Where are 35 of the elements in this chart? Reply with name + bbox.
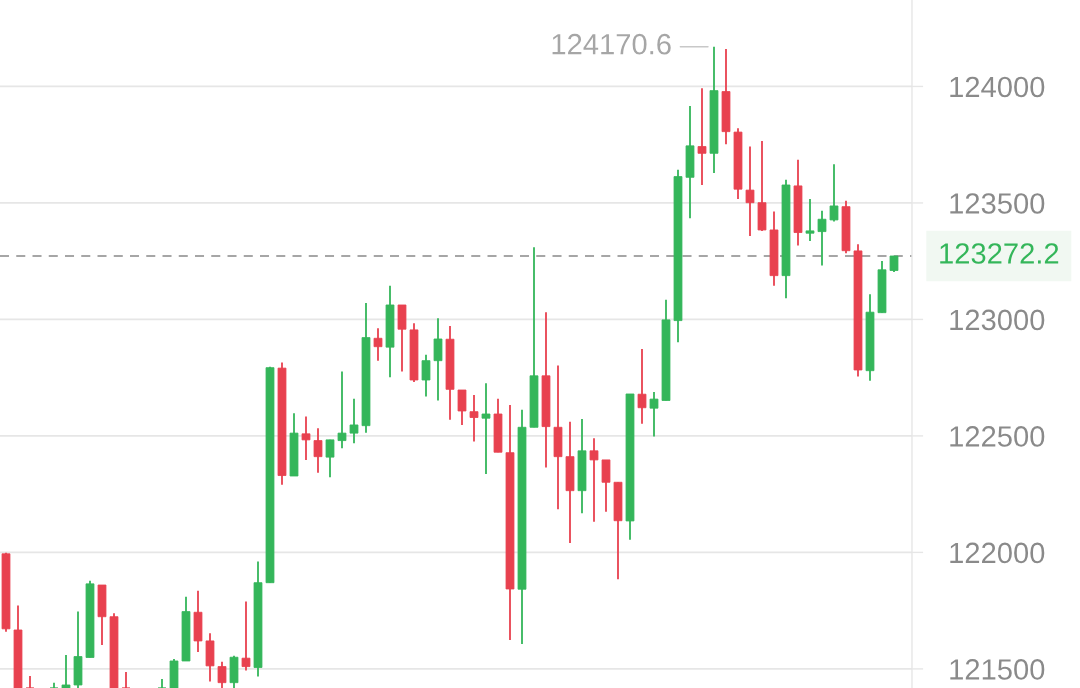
candlestick <box>817 209 827 267</box>
candlestick <box>349 397 359 445</box>
candlestick <box>649 391 659 438</box>
candlestick <box>805 198 815 242</box>
ref-line-label: 123272.2 <box>940 243 1059 264</box>
candlestick <box>601 459 611 513</box>
y-tick-label: 122000 <box>950 542 1045 564</box>
candlestick <box>121 671 131 688</box>
candlestick <box>469 394 479 443</box>
candlestick <box>301 415 311 461</box>
candlestick <box>829 163 839 223</box>
candlestick <box>217 660 227 688</box>
candlestick <box>457 389 467 426</box>
candlestick <box>325 438 335 479</box>
candlestick <box>25 674 35 688</box>
candlestick <box>61 654 71 688</box>
candlestick <box>589 437 599 523</box>
candlestick <box>637 348 647 425</box>
y-tick-label: 124000 <box>950 76 1045 98</box>
candlestick <box>313 427 323 474</box>
candlestick <box>49 681 59 688</box>
candlestick <box>745 145 755 237</box>
candlestick <box>373 327 383 362</box>
candlestick <box>421 353 431 398</box>
candlestick <box>481 382 491 475</box>
candlestick <box>433 317 443 402</box>
candlestick <box>241 600 251 672</box>
y-tick-label: 121500 <box>950 659 1045 680</box>
annotation: 124170.6 <box>552 33 671 55</box>
y-tick-label: 123500 <box>950 193 1045 214</box>
y-tick-label: 122500 <box>950 426 1045 447</box>
candlestick <box>697 87 707 186</box>
candlestick <box>337 370 347 450</box>
candlestick <box>157 678 167 688</box>
y-tick-label: 123000 <box>950 309 1045 331</box>
